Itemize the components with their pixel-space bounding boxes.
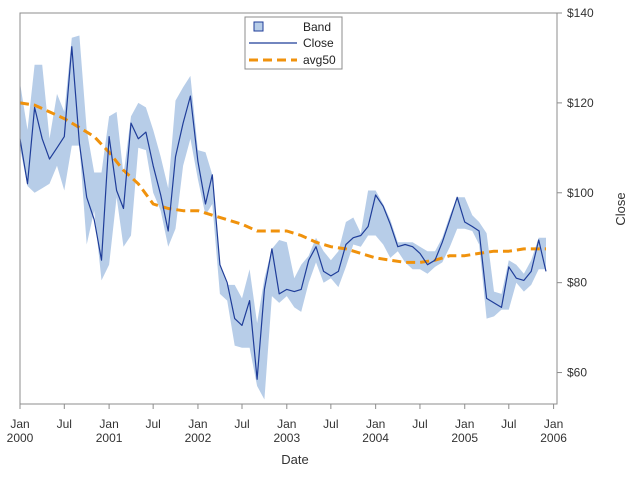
y-axis: $60 $80 $100 $120 $140 <box>557 6 594 380</box>
x-tick-label: Jul <box>234 417 249 431</box>
x-tick-year-label: 2002 <box>185 431 212 445</box>
x-axis-label: Date <box>281 452 308 467</box>
x-tick-year-label: 2001 <box>96 431 123 445</box>
close-layer <box>19 46 547 380</box>
y-tick-label: $80 <box>567 276 587 290</box>
y-axis-label: Close <box>613 192 628 225</box>
legend-band-label: Band <box>303 20 331 34</box>
x-tick-label: Jan <box>366 417 385 431</box>
legend: Band Close avg50 <box>244 16 343 70</box>
y-tick-label: $100 <box>567 186 594 200</box>
x-tick-label: Jan <box>544 417 563 431</box>
x-tick-label: Jan <box>10 417 29 431</box>
y-tick-label: $120 <box>567 96 594 110</box>
close-line <box>19 46 547 380</box>
x-tick-year-label: 2003 <box>273 431 300 445</box>
band-area <box>20 35 546 400</box>
x-tick-label: Jan <box>277 417 296 431</box>
x-tick-year-label: 2005 <box>451 431 478 445</box>
avg50-line <box>19 101 546 264</box>
x-tick-label: Jul <box>412 417 427 431</box>
x-tick-label: Jan <box>188 417 207 431</box>
avg50-layer <box>19 101 546 264</box>
legend-avg50-label: avg50 <box>303 53 336 67</box>
plot-frame <box>19 12 558 405</box>
x-tick-year-label: 2000 <box>7 431 34 445</box>
band-layer <box>20 35 546 400</box>
x-tick-year-label: 2006 <box>540 431 567 445</box>
x-tick-year-label: 2004 <box>362 431 389 445</box>
x-tick-label: Jul <box>501 417 516 431</box>
x-tick-label: Jul <box>57 417 72 431</box>
x-tick-label: Jul <box>323 417 338 431</box>
x-tick-label: Jul <box>145 417 160 431</box>
y-tick-label: $60 <box>567 366 587 380</box>
legend-close-label: Close <box>303 36 334 50</box>
legend-band-swatch <box>253 21 264 32</box>
x-tick-label: Jan <box>99 417 118 431</box>
x-tick-label: Jan <box>455 417 474 431</box>
y-tick-label: $140 <box>567 6 594 20</box>
